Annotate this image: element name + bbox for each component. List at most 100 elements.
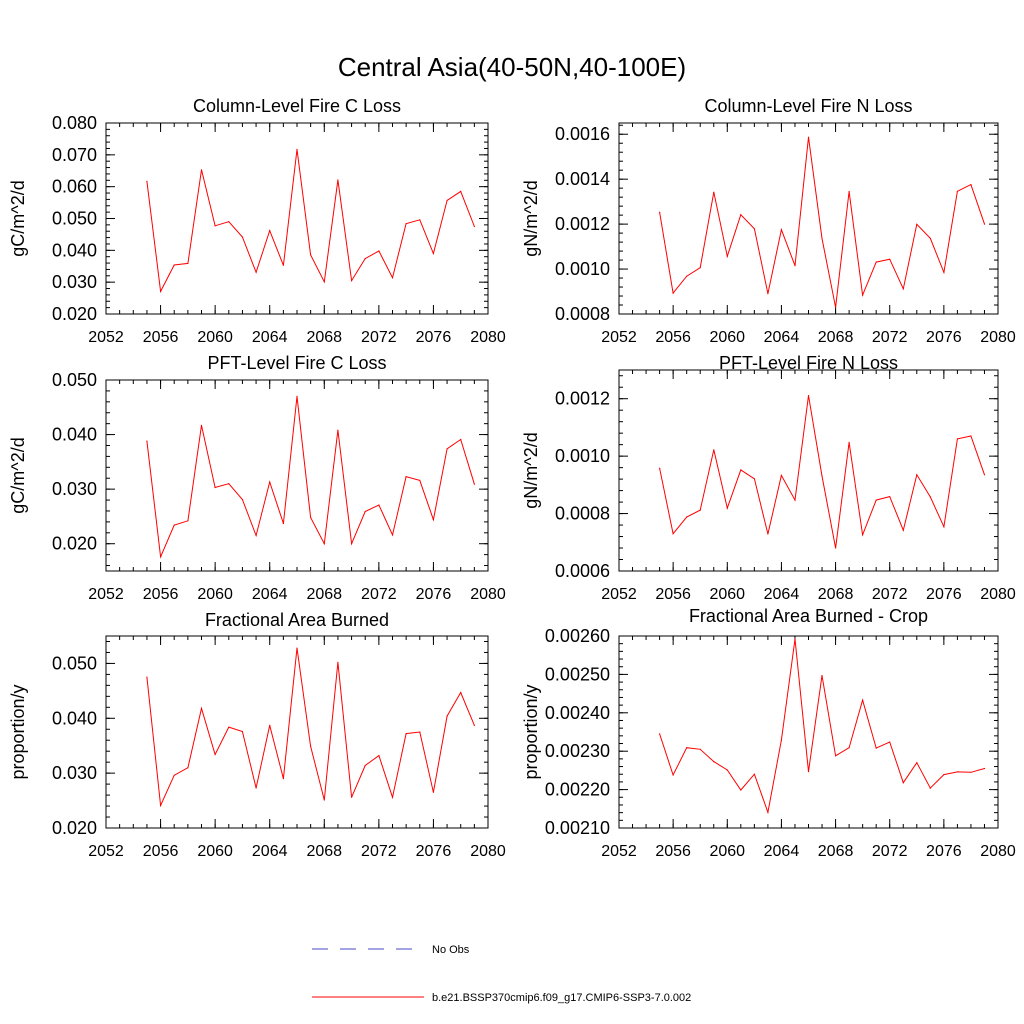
x-tick-label: 2060: [197, 586, 233, 603]
y-tick-label: 0.00230: [545, 741, 610, 761]
panels: Column-Level Fire C Loss gC/m^2/d 2052 2056…: [8, 96, 1016, 860]
data-point: [943, 526, 945, 528]
y-tick-label: 0.040: [52, 708, 97, 728]
data-point: [296, 647, 298, 649]
data-point: [780, 229, 783, 231]
x-tick-label: 2056: [143, 843, 179, 860]
data-point: [351, 280, 353, 282]
series-line: [659, 639, 985, 815]
data-point: [983, 474, 986, 476]
x-tick-label: 2060: [709, 843, 745, 860]
data-point: [187, 767, 189, 769]
data-point: [794, 265, 796, 267]
data-point: [983, 223, 986, 225]
data-point: [337, 179, 339, 181]
chart-panel-1: Column-Level Fire C Loss gC/m^2/d 2052 2056…: [8, 96, 506, 346]
plot-frame: [618, 635, 999, 829]
data-point: [821, 475, 823, 477]
x-tick-label: 2072: [872, 843, 908, 860]
data-point: [753, 773, 756, 775]
data-point: [916, 474, 918, 476]
data-point: [753, 478, 756, 480]
x-tick-label: 2064: [252, 586, 288, 603]
y-axis-label: gC/m^2/d: [8, 180, 28, 256]
data-point: [255, 534, 257, 537]
data-point: [460, 691, 462, 694]
data-point: [889, 496, 891, 498]
x-tick-label: 2052: [601, 843, 637, 860]
x-tick-label: 2064: [764, 843, 800, 860]
data-point: [269, 481, 271, 483]
data-point: [160, 290, 162, 292]
data-point: [713, 449, 715, 451]
data-point: [807, 136, 810, 138]
x-tick-label: 2076: [416, 329, 452, 346]
chart-panel-5: Fractional Area Burned proportion/y 2052 20…: [8, 610, 506, 860]
x-tick-label: 2064: [252, 843, 288, 860]
x-tick-label: 2068: [818, 586, 854, 603]
data-point: [835, 755, 837, 757]
x-tick-label: 2076: [926, 843, 962, 860]
y-tick-label: 0.050: [52, 653, 97, 673]
data-point: [146, 676, 148, 678]
y-tick-label: 0.00250: [545, 664, 610, 684]
data-point: [241, 236, 243, 238]
data-point: [848, 190, 850, 193]
legend: No Obs b.e21.BSSP370cmip6.f09_g17.CMIP6-S…: [312, 944, 691, 1004]
data-point: [419, 479, 421, 481]
data-point: [200, 424, 203, 426]
data-point: [310, 254, 312, 256]
y-tick-label: 0.020: [52, 818, 97, 838]
y-tick-label: 0.0008: [555, 304, 610, 324]
x-tick-label: 2080: [470, 329, 506, 346]
data-point: [337, 429, 339, 431]
data-point: [686, 275, 688, 277]
x-tick-label: 2072: [361, 329, 397, 346]
data-point: [780, 739, 783, 741]
y-tick-label: 0.00260: [545, 626, 610, 646]
x-tick-label: 2056: [143, 586, 179, 603]
data-point: [160, 556, 162, 558]
y-axis-label: proportion/y: [521, 684, 541, 779]
data-point: [351, 796, 353, 798]
data-point: [187, 262, 189, 264]
panel-title: Column-Level Fire N Loss: [704, 96, 912, 116]
data-point: [391, 277, 394, 279]
series-line: [659, 137, 985, 308]
x-tick-label: 2072: [361, 586, 397, 603]
data-point: [214, 225, 216, 227]
data-point: [173, 774, 175, 776]
data-point: [296, 148, 298, 150]
data-point: [405, 223, 407, 225]
data-point: [726, 507, 728, 509]
y-tick-label: 0.050: [52, 370, 97, 390]
data-point: [323, 799, 325, 801]
y-tick-label: 0.0016: [555, 124, 610, 144]
data-point: [419, 731, 421, 733]
data-point: [848, 747, 850, 749]
y-axis-label: gN/m^2/d: [521, 432, 541, 508]
data-point: [929, 496, 931, 498]
data-point: [378, 504, 380, 506]
y-tick-label: 0.0012: [555, 214, 610, 234]
data-point: [713, 761, 715, 763]
data-point: [740, 214, 742, 216]
y-axis-label: gC/m^2/d: [8, 437, 28, 513]
data-point: [807, 395, 810, 397]
data-point: [902, 288, 904, 290]
data-point: [296, 395, 298, 397]
series-line: [146, 149, 475, 294]
data-point: [956, 190, 959, 192]
data-point: [916, 762, 918, 764]
data-point: [255, 271, 257, 273]
data-point: [228, 483, 230, 485]
y-tick-label: 0.060: [52, 177, 97, 197]
data-point: [875, 499, 877, 501]
data-point: [282, 522, 284, 525]
data-point: [672, 774, 674, 776]
data-point: [659, 211, 661, 213]
x-tick-label: 2080: [980, 843, 1016, 860]
data-point: [970, 184, 972, 186]
y-tick-label: 0.030: [52, 763, 97, 783]
data-point: [446, 448, 448, 450]
